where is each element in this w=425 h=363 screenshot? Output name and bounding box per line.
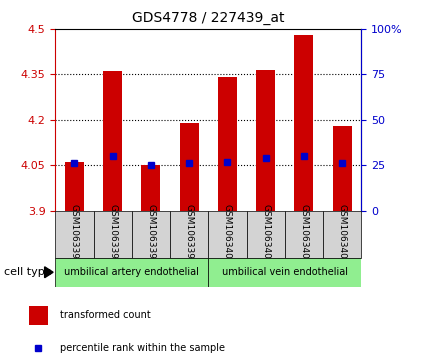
Text: percentile rank within the sample: percentile rank within the sample	[60, 343, 224, 353]
Bar	[208, 211, 246, 258]
Bar	[332, 126, 351, 211]
Bar	[65, 162, 84, 211]
Bar	[132, 211, 170, 258]
Bar	[323, 211, 361, 258]
Bar	[29, 306, 48, 325]
Polygon shape	[45, 267, 53, 278]
Title: GDS4778 / 227439_at: GDS4778 / 227439_at	[132, 11, 284, 25]
Text: cell type: cell type	[4, 267, 52, 277]
Text: GSM1063398: GSM1063398	[146, 204, 156, 265]
Bar	[94, 211, 132, 258]
Bar	[285, 211, 323, 258]
Text: GSM1063408: GSM1063408	[337, 204, 347, 265]
Bar	[218, 77, 237, 211]
Text: GSM1063406: GSM1063406	[261, 204, 270, 265]
Text: GSM1063396: GSM1063396	[70, 204, 79, 265]
Bar	[55, 258, 208, 287]
Bar	[208, 258, 361, 287]
Text: transformed count: transformed count	[60, 310, 150, 321]
Bar	[294, 35, 313, 211]
Bar	[103, 72, 122, 211]
Text: GSM1063407: GSM1063407	[299, 204, 309, 265]
Text: GSM1063397: GSM1063397	[108, 204, 117, 265]
Bar	[246, 211, 285, 258]
Text: umbilical artery endothelial: umbilical artery endothelial	[64, 267, 199, 277]
Text: GSM1063405: GSM1063405	[223, 204, 232, 265]
Bar	[141, 165, 160, 211]
Bar	[179, 123, 198, 211]
Bar	[256, 70, 275, 211]
Text: umbilical vein endothelial: umbilical vein endothelial	[222, 267, 348, 277]
Bar	[55, 211, 94, 258]
Bar	[170, 211, 208, 258]
Text: GSM1063399: GSM1063399	[184, 204, 194, 265]
